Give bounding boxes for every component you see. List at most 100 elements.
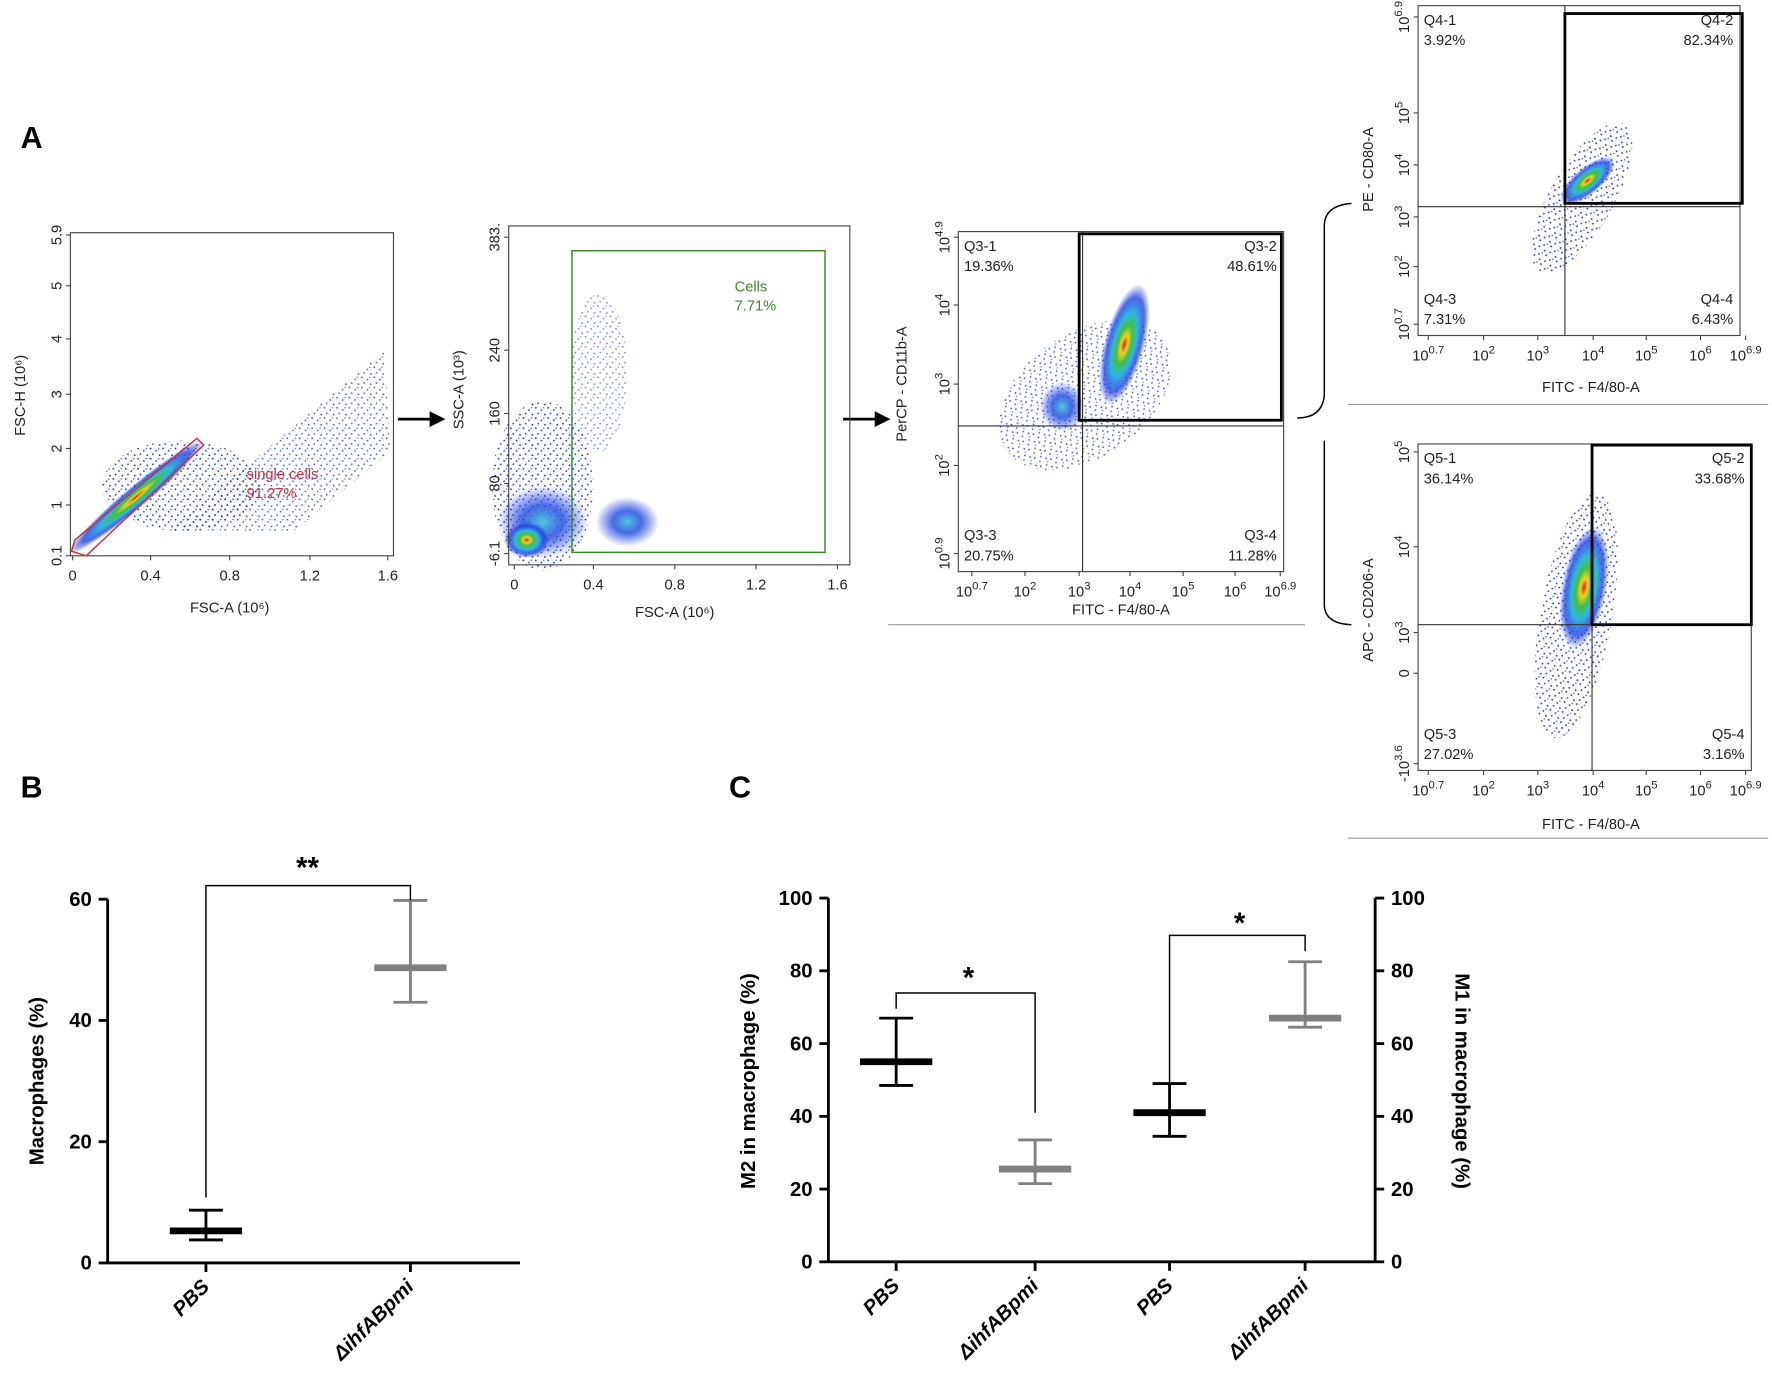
- y-tick-label: 5.9: [49, 225, 65, 245]
- tick-exp: 5: [1188, 581, 1194, 593]
- x-axis-label: FSC-A (10⁶): [635, 605, 714, 621]
- x-tick-label: 106: [1224, 581, 1247, 601]
- quadrant-name: Q3-3: [964, 528, 997, 544]
- tick-base: 10: [937, 379, 953, 395]
- y-tick-label: 100.7: [1393, 308, 1413, 340]
- y-tick-label: 106.9: [1393, 1, 1413, 33]
- quadrant-name: Q5-4: [1712, 727, 1745, 743]
- tick-exp: 2: [1030, 581, 1036, 593]
- tick-base: 10: [1397, 447, 1413, 463]
- tick-base: 10: [1582, 348, 1598, 364]
- tick-exp: 3: [1084, 581, 1090, 593]
- gate-percent: 91.27%: [247, 486, 297, 502]
- tick-base: 10: [937, 460, 953, 476]
- tick-exp: 3: [1393, 206, 1405, 212]
- x-axis-label: FSC-A (10⁶): [190, 600, 269, 616]
- y-tick-label: 103: [1393, 206, 1413, 229]
- tick-base: 10: [1582, 783, 1598, 799]
- tick-base: 10: [1689, 348, 1705, 364]
- y-tick-label: 40: [1391, 1106, 1414, 1128]
- arrow: [397, 411, 446, 428]
- x-tick-label: 100.7: [956, 581, 988, 601]
- tick-base: 10: [1068, 584, 1084, 600]
- x-tick-label: PBS: [169, 1275, 214, 1320]
- y-tick-label: 100.9: [933, 538, 953, 570]
- quadrant-name: Q5-2: [1712, 451, 1745, 467]
- y-tick-label: 20: [69, 1131, 92, 1153]
- y-tick-label: 160: [488, 401, 504, 425]
- y2-axis-label: M1 in macrophage (%): [1450, 973, 1472, 1189]
- tick-exp: 5: [1651, 780, 1657, 792]
- x-tick-label: 106.9: [1730, 780, 1762, 800]
- gate-percent: 7.71%: [735, 299, 777, 315]
- tick-base: 10: [1119, 584, 1135, 600]
- y-tick-label: 104: [1393, 535, 1413, 558]
- y-tick-label: 2: [49, 444, 65, 452]
- significance-bracket: [895, 992, 1036, 1113]
- tick-base: 10: [1397, 17, 1413, 33]
- tick-exp: 5: [1393, 102, 1405, 108]
- quadrant-percent: 36.14%: [1424, 471, 1474, 487]
- quadrant-percent: 33.68%: [1695, 471, 1745, 487]
- significance-bracket: [1168, 934, 1306, 1083]
- y-axis-label: APC - CD206-A: [1361, 558, 1377, 662]
- x-tick-label: 103: [1068, 581, 1091, 601]
- x-tick-label: 104: [1582, 780, 1605, 800]
- tick-exp: 4: [1598, 780, 1604, 792]
- panel-label: A: [21, 121, 43, 155]
- x-tick-label: 103: [1527, 345, 1550, 365]
- x-tick-label: 105: [1635, 345, 1658, 365]
- tick-base: 10: [956, 584, 972, 600]
- tick-exp: 3.6: [1393, 745, 1405, 761]
- significance-bracket: [205, 884, 412, 1198]
- tick-exp: 4: [933, 294, 945, 300]
- x-tick-label: 106: [1689, 780, 1712, 800]
- y-tick-label: 240: [488, 338, 504, 362]
- tick-base: 10: [937, 553, 953, 569]
- tick-exp: 6.9: [1281, 581, 1297, 593]
- x-tick-label: PBS: [1132, 1274, 1177, 1319]
- y-axis-label: PerCP - CD11b-A: [894, 326, 910, 441]
- plot-frame: [508, 225, 851, 566]
- tick-base: 10: [1224, 584, 1240, 600]
- x-tick-label: ΔihfABpmi: [953, 1274, 1043, 1364]
- y-tick-label: 0: [81, 1253, 92, 1275]
- tick-base: 10: [1397, 262, 1413, 278]
- x-tick-label: 0.4: [140, 569, 160, 585]
- plot-frame: [1417, 5, 1741, 337]
- tick-base: 10: [1397, 212, 1413, 228]
- x-tick-label: 1.6: [827, 578, 847, 594]
- tick-base: 10: [1397, 108, 1413, 124]
- y-axis-label: M2 in macrophage (%): [738, 973, 760, 1189]
- y-tick-label: 103: [933, 373, 953, 396]
- x-axis-label: FITC - F4/80-A: [1542, 380, 1640, 396]
- y-tick-label: 60: [1391, 1033, 1414, 1055]
- tick-base: 10: [937, 237, 953, 253]
- tick-exp: 6.9: [1746, 780, 1762, 792]
- tick-exp: 6: [1240, 581, 1246, 593]
- tick-exp: 6: [1706, 345, 1712, 357]
- x-tick-label: 0: [69, 569, 77, 585]
- tick-base: 10: [1527, 348, 1543, 364]
- x-tick-label: 104: [1582, 345, 1605, 365]
- gate: [571, 250, 826, 554]
- tick-base: -10: [1397, 761, 1413, 782]
- tick-exp: 3: [1393, 621, 1405, 627]
- y-tick-label: 20: [790, 1179, 813, 1201]
- y-tick-label: 1: [49, 501, 65, 509]
- tick-exp: 4: [1598, 345, 1604, 357]
- tick-base: 10: [1172, 584, 1188, 600]
- y-tick-label: 20: [1391, 1179, 1414, 1201]
- y-tick-label: 103: [1393, 621, 1413, 644]
- density: [68, 122, 1633, 739]
- tick-exp: 6: [1706, 780, 1712, 792]
- x-tick-label: 0: [510, 578, 518, 594]
- y-tick-label: 0: [1391, 1252, 1402, 1274]
- x-axis-label: FITC - F4/80-A: [1542, 817, 1640, 833]
- tick-exp: 2: [1489, 780, 1495, 792]
- tick-base: 10: [1397, 160, 1413, 176]
- x-tick-label: 102: [1472, 780, 1495, 800]
- y-tick-label: 0.1: [49, 546, 65, 566]
- y-tick-label: 105: [1393, 102, 1413, 125]
- tick-base: 10: [1689, 783, 1705, 799]
